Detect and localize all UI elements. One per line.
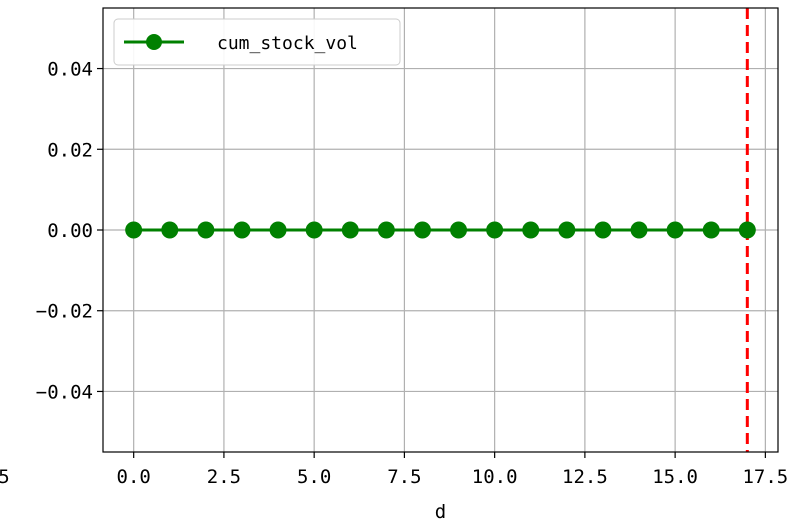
series-layer [125,221,756,239]
y-tick-label: −0.04 [36,381,93,403]
y-tick-label: −0.02 [36,301,93,323]
y-tick-label: 0.02 [47,139,93,161]
legend-label: cum_stock_vol [217,33,358,54]
x-tick-label: 7.5 [387,466,421,488]
x-tick-label: 15.0 [652,466,698,488]
data-point [377,221,395,239]
x-tick-label: 0.0 [117,466,151,488]
x-tick-label: 12.5 [562,466,608,488]
data-point [522,221,540,239]
x-tick-label: 10.0 [472,466,518,488]
data-point [197,221,215,239]
data-point [269,221,287,239]
data-point [161,221,179,239]
x-tick-label-clipped: 5 [0,466,10,488]
data-point [305,221,323,239]
x-tick-label: 5.0 [297,466,331,488]
data-point [630,221,648,239]
data-point [233,221,251,239]
y-tick-label: 0.04 [47,59,93,81]
x-tick-label: 2.5 [207,466,241,488]
x-axis-label: d [435,501,446,522]
data-point [558,221,576,239]
x-axis: 0.0 2.5 5.0 7.5 10.0 12.5 15.0 17.5 [117,452,788,488]
data-point [125,221,143,239]
legend-box [113,18,401,66]
data-point [341,221,359,239]
data-point [413,221,431,239]
legend-marker [146,34,162,50]
x-tick-label: 17.5 [742,466,788,488]
y-tick-label: 0.00 [47,220,93,242]
data-point [666,221,684,239]
data-point [594,221,612,239]
data-point [486,221,504,239]
y-axis: 0.04 0.02 0.00 −0.02 −0.04 [36,59,103,403]
data-point [738,221,756,239]
data-point [702,221,720,239]
data-point [450,221,468,239]
legend: cum_stock_vol [113,18,401,66]
